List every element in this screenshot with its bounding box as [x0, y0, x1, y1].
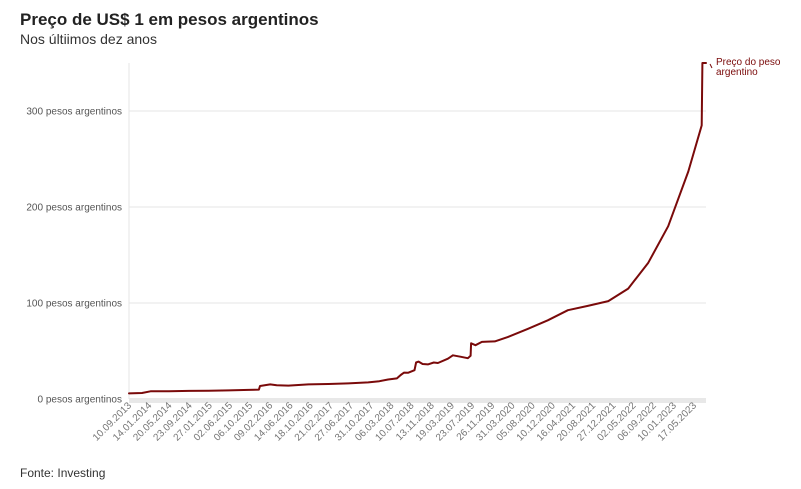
series-label: Preço do peso argentino [716, 57, 781, 78]
series-line [128, 62, 707, 395]
series-label-marker [709, 63, 713, 69]
series: Preço do peso argentino [128, 57, 781, 395]
baseline [129, 398, 706, 403]
y-tick-label: 100 pesos argentinos [26, 299, 122, 310]
grid [128, 63, 706, 403]
y-tick-label: 0 pesos argentinos [37, 395, 122, 406]
y-axis: 0 pesos argentinos 100 pesos argentinos 20… [26, 107, 122, 406]
chart-title: Preço de US$ 1 em pesos argentinos [20, 10, 319, 29]
series-label-line: Preço do peso [716, 57, 781, 68]
chart-subtitle: Nos últiimos dez anos [20, 31, 157, 47]
series-label-line: argentino [716, 67, 758, 78]
y-tick-label: 300 pesos argentinos [26, 107, 122, 118]
y-tick-label: 200 pesos argentinos [26, 203, 122, 214]
x-axis: 10.09.201314.01.201420.05.201423.09.2014… [91, 400, 699, 443]
source-note: Fonte: Investing [20, 466, 106, 480]
